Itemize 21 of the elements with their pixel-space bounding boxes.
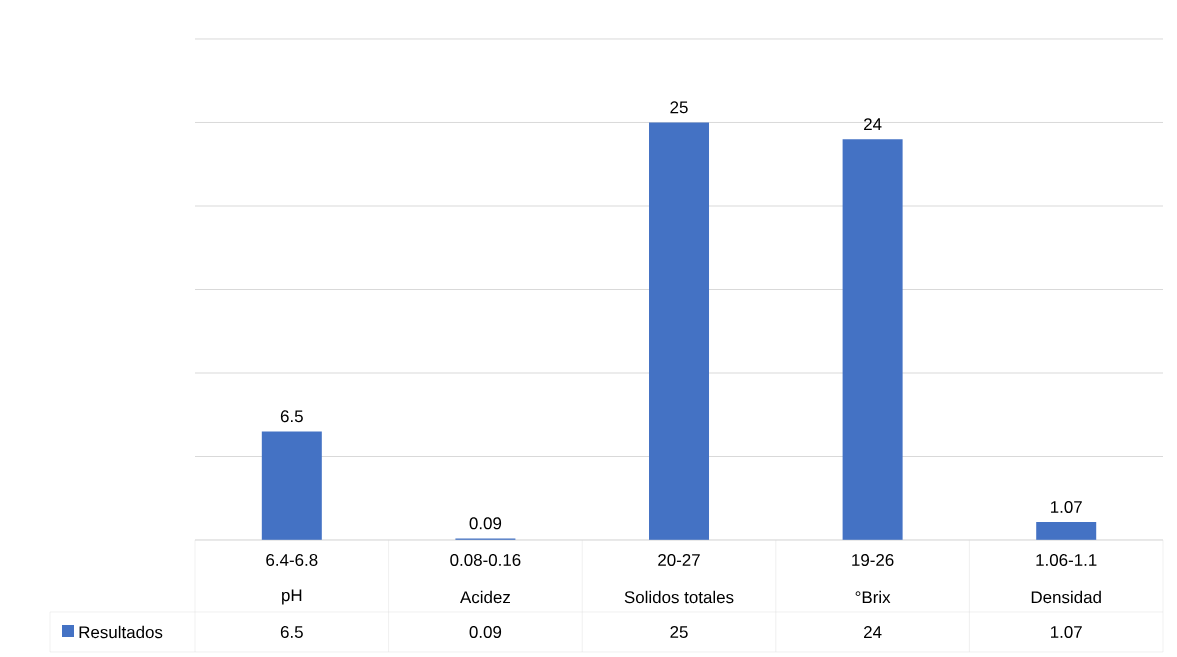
x-tick-label: Densidad <box>1031 590 1101 604</box>
x-tick-label: Acidez <box>460 590 510 604</box>
text: 0.08-0.16 <box>450 553 521 566</box>
data-label: 24 <box>864 626 882 638</box>
x-tick-label: Solidos totales <box>624 590 734 604</box>
x-tick-label: °Brix <box>855 590 891 604</box>
data-label: 6.5 <box>280 625 303 638</box>
text: 1.07 <box>1051 500 1082 513</box>
x-tick-label: pH <box>282 589 302 605</box>
data-label: 25 <box>670 625 688 638</box>
text: 6.4-6.8 <box>266 553 318 566</box>
text: 20-27 <box>658 553 700 566</box>
text: 25 <box>670 101 688 114</box>
legend-label: Resultados <box>79 625 163 639</box>
data-label: 0.09 <box>469 625 502 638</box>
data-label: 1.07 <box>1051 625 1082 638</box>
text: 24 <box>864 118 882 131</box>
text: 0.09 <box>469 517 502 530</box>
text: 1.06-1.1 <box>1036 553 1097 566</box>
text: 19-26 <box>852 553 894 566</box>
text: 6.5 <box>280 410 303 423</box>
